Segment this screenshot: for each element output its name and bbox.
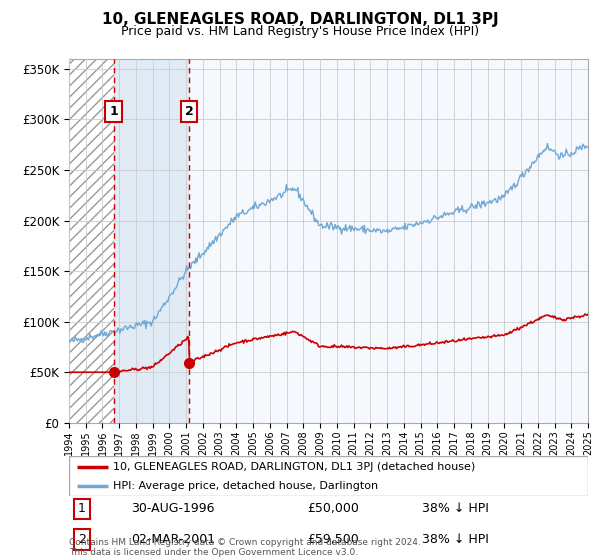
Bar xyxy=(113,59,189,423)
Text: 38% ↓ HPI: 38% ↓ HPI xyxy=(422,533,489,546)
Text: 2: 2 xyxy=(185,105,193,118)
Text: 1: 1 xyxy=(78,502,86,515)
Bar xyxy=(69,59,113,423)
Text: 38% ↓ HPI: 38% ↓ HPI xyxy=(422,502,489,515)
Text: 30-AUG-1996: 30-AUG-1996 xyxy=(131,502,215,515)
Text: 2: 2 xyxy=(78,533,86,546)
Text: 1: 1 xyxy=(109,105,118,118)
Text: Price paid vs. HM Land Registry's House Price Index (HPI): Price paid vs. HM Land Registry's House … xyxy=(121,25,479,38)
FancyBboxPatch shape xyxy=(69,456,588,496)
Text: £50,000: £50,000 xyxy=(308,502,359,515)
Text: 02-MAR-2001: 02-MAR-2001 xyxy=(131,533,215,546)
Text: Contains HM Land Registry data © Crown copyright and database right 2024.
This d: Contains HM Land Registry data © Crown c… xyxy=(69,538,421,557)
Text: 10, GLENEAGLES ROAD, DARLINGTON, DL1 3PJ: 10, GLENEAGLES ROAD, DARLINGTON, DL1 3PJ xyxy=(101,12,499,27)
Text: HPI: Average price, detached house, Darlington: HPI: Average price, detached house, Darl… xyxy=(113,481,378,491)
Text: £59,500: £59,500 xyxy=(308,533,359,546)
Text: 10, GLENEAGLES ROAD, DARLINGTON, DL1 3PJ (detached house): 10, GLENEAGLES ROAD, DARLINGTON, DL1 3PJ… xyxy=(113,463,475,473)
